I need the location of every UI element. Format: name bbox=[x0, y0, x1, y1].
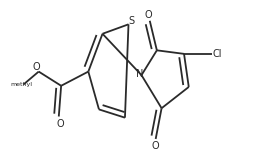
Text: O: O bbox=[145, 10, 152, 20]
Text: methyl: methyl bbox=[10, 82, 32, 87]
Text: N: N bbox=[136, 69, 143, 79]
Text: O: O bbox=[32, 62, 40, 72]
Text: S: S bbox=[128, 16, 134, 27]
Text: Cl: Cl bbox=[213, 49, 222, 59]
Text: O: O bbox=[152, 141, 160, 151]
Text: O: O bbox=[56, 119, 64, 129]
